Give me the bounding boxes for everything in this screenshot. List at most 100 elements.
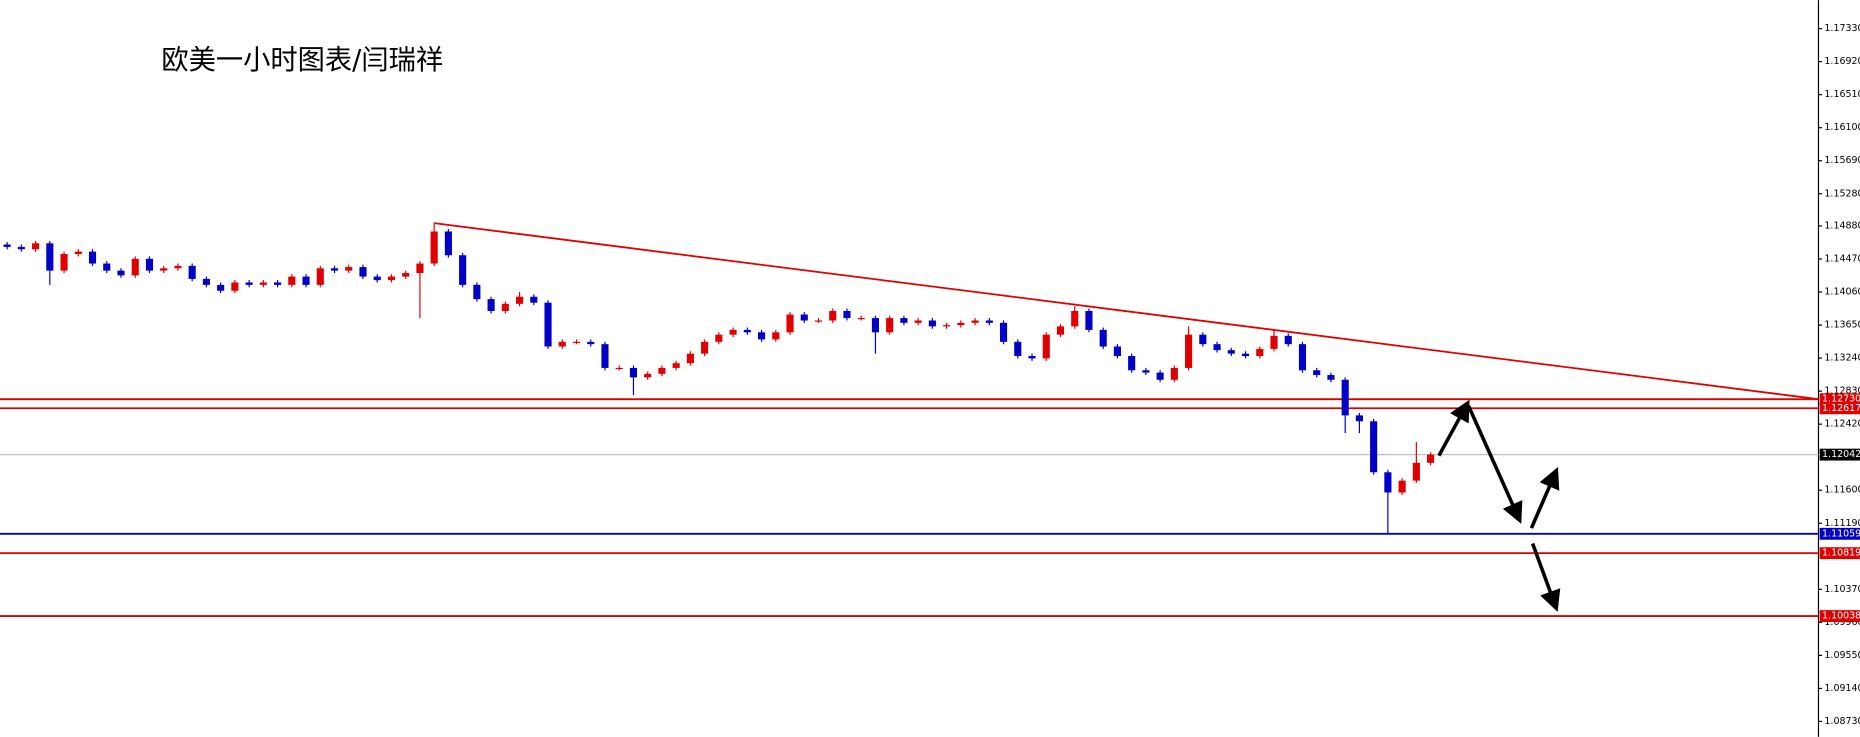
level-label: 1.10819 bbox=[1822, 548, 1860, 559]
candle-body bbox=[330, 268, 339, 271]
candle-body bbox=[387, 276, 396, 281]
candle-body bbox=[772, 332, 780, 340]
candle-body bbox=[444, 231, 452, 256]
candle-body bbox=[871, 318, 879, 333]
y-tick-label: 1.16510 bbox=[1824, 89, 1860, 100]
candle-body bbox=[1256, 348, 1264, 357]
candle-body bbox=[430, 231, 438, 264]
candle-body bbox=[601, 344, 609, 368]
chart-title: 欧美一小时图表/闫瑞祥 bbox=[161, 45, 443, 76]
candle-body bbox=[658, 367, 666, 374]
plot: 1.17330 1.16920 1.16510 1.16100 1.15690 1.152… bbox=[0, 23, 1860, 727]
level-label: 1.12617 bbox=[1822, 403, 1860, 414]
candle-body bbox=[1156, 372, 1164, 380]
candle-body bbox=[1270, 335, 1278, 349]
candle-body bbox=[1199, 334, 1207, 345]
candle-body bbox=[1113, 346, 1121, 357]
candle-body bbox=[516, 296, 524, 304]
y-tick-label: 1.15280 bbox=[1824, 188, 1860, 199]
candle-body bbox=[971, 320, 979, 323]
level-label-box bbox=[1819, 402, 1860, 415]
candle-body bbox=[501, 303, 509, 311]
candle-body bbox=[629, 367, 638, 378]
candle-body bbox=[1427, 454, 1435, 463]
candle-body bbox=[274, 282, 282, 285]
candle-body bbox=[416, 263, 424, 274]
candle-body bbox=[587, 341, 595, 345]
candle-body bbox=[957, 322, 965, 326]
candle-body bbox=[857, 318, 865, 320]
candle-body bbox=[174, 265, 182, 269]
candle-body bbox=[373, 276, 381, 281]
arrow-down bbox=[1466, 405, 1523, 524]
candle-body bbox=[786, 314, 794, 333]
candle-body bbox=[345, 267, 353, 271]
candle-body bbox=[1170, 367, 1178, 380]
candle-body bbox=[1056, 326, 1065, 335]
candle-body bbox=[402, 273, 410, 277]
y-tick-label: 1.14060 bbox=[1824, 287, 1860, 298]
y-tick-label: 1.16100 bbox=[1824, 122, 1860, 133]
candle-body bbox=[60, 254, 68, 271]
current-price-box bbox=[1819, 448, 1860, 461]
candle-body bbox=[231, 282, 239, 291]
candle-body bbox=[1313, 370, 1321, 376]
candle-body bbox=[1142, 370, 1150, 373]
candle-body bbox=[701, 341, 709, 354]
candle-body bbox=[1185, 334, 1193, 368]
candle-body bbox=[1327, 375, 1335, 380]
candle-body bbox=[1042, 334, 1050, 359]
arrow-break bbox=[1530, 542, 1561, 612]
level-label-box bbox=[1819, 527, 1860, 540]
current-price-label: 1.12042 bbox=[1822, 449, 1860, 460]
candle-body bbox=[302, 276, 310, 285]
candle-body bbox=[1384, 472, 1392, 493]
candle-body bbox=[359, 267, 367, 277]
candle-body bbox=[160, 268, 168, 271]
candle-body bbox=[202, 278, 210, 285]
level-label-box bbox=[1819, 610, 1860, 622]
candle-body bbox=[743, 329, 751, 333]
candle-body bbox=[715, 334, 723, 342]
y-tick-label: 1.09140 bbox=[1824, 683, 1860, 694]
candle-body bbox=[217, 284, 225, 291]
trendline bbox=[434, 222, 1819, 401]
y-tick-label: 1.13240 bbox=[1824, 353, 1860, 364]
candle-body bbox=[558, 341, 566, 347]
candle-body bbox=[729, 329, 737, 335]
y-tick-label: 1.14880 bbox=[1824, 220, 1860, 231]
candle-body bbox=[900, 318, 908, 323]
candle-body bbox=[943, 325, 951, 327]
candle-body bbox=[544, 302, 552, 347]
candle-body bbox=[316, 268, 324, 285]
y-tick-label: 1.14470 bbox=[1824, 254, 1860, 265]
level-label: 1.10038 bbox=[1822, 611, 1860, 622]
candle-body bbox=[259, 282, 267, 285]
candle-body bbox=[1298, 344, 1307, 371]
y-tick-label: 1.17330 bbox=[1824, 23, 1860, 34]
candle-body bbox=[1341, 379, 1349, 416]
y-tick-label: 1.12420 bbox=[1824, 419, 1860, 430]
candle-body bbox=[1099, 329, 1107, 347]
candle-body bbox=[32, 243, 40, 250]
arrow-up bbox=[1437, 399, 1470, 457]
candle-body bbox=[1128, 356, 1136, 371]
candle-body bbox=[88, 251, 97, 264]
y-tick-label: 1.11600 bbox=[1824, 485, 1860, 496]
candle-body bbox=[644, 373, 652, 378]
candle-body bbox=[117, 270, 125, 276]
candle-body bbox=[1355, 415, 1363, 422]
candle-body bbox=[473, 284, 481, 300]
y-tick-label: 1.10370 bbox=[1824, 584, 1860, 595]
candle-body bbox=[985, 320, 993, 323]
candle-body bbox=[1284, 335, 1292, 345]
level-label-box bbox=[1819, 393, 1860, 406]
candle-body bbox=[131, 258, 139, 276]
candle-body bbox=[188, 265, 196, 279]
candle-body bbox=[757, 332, 766, 340]
candle-body bbox=[1071, 310, 1079, 327]
candle-body bbox=[886, 318, 894, 333]
y-tick-label: 1.11190 bbox=[1824, 518, 1860, 529]
